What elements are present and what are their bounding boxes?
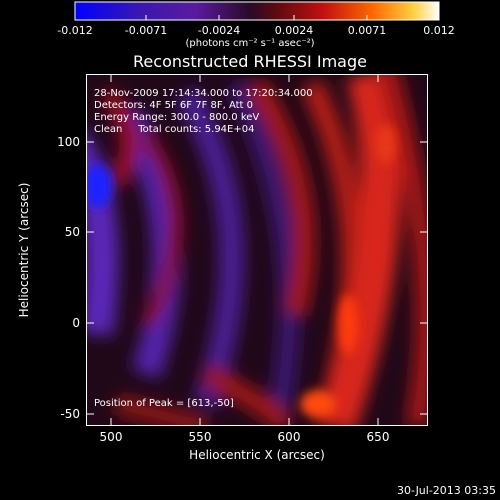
x-tick-label: 650 [366, 430, 390, 444]
info-line-detectors: Detectors: 4F 5F 6F 7F 8F, Att 0 [94, 100, 254, 111]
y-tick-label: 100 [57, 135, 80, 149]
y-tick-label: 50 [64, 225, 80, 239]
timestamp: 30-Jul-2013 03:35 [396, 484, 496, 497]
colorbar-tick-label: -0.012 [57, 24, 93, 37]
info-line-time: 28-Nov-2009 17:14:34.000 to 17:20:34.000 [94, 88, 313, 99]
info-line-counts: Clean Total counts: 5.94E+04 [94, 124, 255, 135]
y-tick-label: 0 [72, 316, 80, 330]
x-tick-labels: 500 550 600 650 [86, 430, 428, 446]
rhessi-image [86, 74, 428, 426]
colorbar-tick-label: 0.012 [423, 24, 455, 37]
x-axis-label: Heliocentric X (arcsec) [189, 448, 325, 462]
x-tick-label: 600 [277, 430, 301, 444]
y-axis-label: Heliocentric Y (arcsec) [17, 182, 31, 318]
x-tick-label: 550 [188, 430, 212, 444]
info-line-energy: Energy Range: 300.0 - 800.0 keV [94, 112, 260, 123]
colorbar-tick-label: 0.0024 [274, 24, 314, 37]
observation-info: 28-Nov-2009 17:14:34.000 to 17:20:34.000… [94, 88, 424, 136]
colorbar-units: (photons cm⁻² s⁻¹ asec⁻²) [185, 38, 315, 49]
colorbar-tick-labels: -0.012 -0.0071 -0.0024 0.0024 0.0071 0.0… [0, 24, 500, 38]
colorbar [74, 1, 440, 21]
y-tick-labels: 100 50 0 -50 [40, 74, 80, 426]
peak-position: Position of Peak = [613,-50] [94, 398, 234, 409]
y-tick-label: -50 [60, 407, 80, 421]
colorbar-tick-label: 0.0071 [347, 24, 387, 37]
colorbar-tick-label: -0.0071 [124, 24, 168, 37]
x-tick-label: 500 [99, 430, 123, 444]
colorbar-tick-label: -0.0024 [197, 24, 241, 37]
plot-title: Reconstructed RHESSI Image [133, 52, 367, 71]
